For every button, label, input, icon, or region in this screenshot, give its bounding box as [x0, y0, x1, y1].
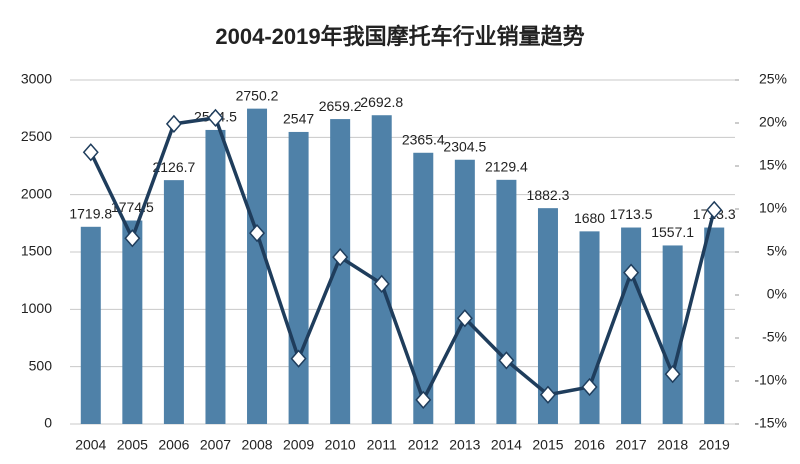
x-tick-label: 2004: [75, 437, 106, 453]
data-label: 2304.5: [443, 138, 486, 154]
bar: [537, 208, 558, 424]
x-tick-label: 2015: [532, 437, 563, 453]
marker: [623, 263, 640, 282]
line: [89, 115, 716, 405]
y-tick-label: 1000: [21, 300, 52, 316]
bar: [247, 108, 268, 424]
marker: [581, 377, 598, 397]
marker: [124, 229, 141, 248]
data-label: 1719.8: [69, 205, 112, 221]
x-tick-label: 2013: [449, 437, 480, 453]
y2-tick-label: 5%: [767, 243, 787, 259]
bar: [704, 227, 725, 424]
x-tick-label: 2016: [574, 437, 605, 453]
y-tick-label: 0: [44, 415, 52, 431]
marker: [664, 364, 681, 384]
y2-tick-label: -15%: [754, 415, 787, 431]
y2-tick-label: -10%: [754, 372, 787, 388]
marker: [332, 248, 349, 267]
y2-tick-label: 20%: [759, 114, 787, 130]
x-tick-label: 2009: [283, 437, 314, 453]
x-tick-label: 2008: [241, 437, 272, 453]
bar: [371, 115, 392, 425]
y-tick-label: 1500: [21, 243, 52, 259]
y2-tick-label: 25%: [759, 71, 787, 87]
x-tick-label: 2012: [408, 437, 439, 453]
marker: [82, 143, 99, 162]
data-label: 2659.2: [319, 98, 362, 114]
marker: [539, 385, 556, 404]
y2-tick-label: 10%: [759, 200, 787, 216]
x-tick-label: 2006: [158, 437, 189, 453]
marker: [456, 309, 473, 328]
y-tick-label: 3000: [21, 71, 52, 87]
marker: [498, 351, 515, 370]
marker: [706, 200, 723, 219]
marker: [207, 108, 224, 127]
chart-title: 2004-2019年我国摩托车行业销量趋势: [215, 24, 584, 49]
bar: [662, 245, 683, 424]
data-label: 1882.3: [527, 187, 570, 203]
bar: [205, 129, 226, 425]
y-tick-label: 2000: [21, 185, 52, 201]
x-tick-label: 2007: [200, 437, 231, 453]
marker: [249, 223, 266, 243]
y-tick-label: 500: [29, 357, 53, 373]
y2-tick-label: 0%: [767, 286, 787, 302]
data-label: 2750.2: [236, 87, 279, 103]
x-tick-label: 2010: [325, 437, 356, 453]
x-tick-label: 2018: [657, 437, 688, 453]
marker: [165, 114, 182, 133]
x-tick-label: 2005: [117, 437, 148, 453]
data-label: 2547: [283, 111, 314, 127]
y-tick-label: 2500: [21, 128, 52, 144]
bar: [163, 180, 184, 424]
x-tick-label: 2017: [616, 437, 647, 453]
data-label: 2692.8: [360, 94, 403, 110]
marker: [373, 274, 390, 293]
marker: [290, 349, 307, 368]
data-label: 1680: [574, 210, 605, 226]
data-label: 1557.1: [651, 224, 694, 240]
bar: [288, 131, 309, 424]
x-tick-label: 2014: [491, 437, 522, 453]
marker: [415, 390, 432, 410]
y2-tick-label: 15%: [759, 157, 787, 173]
bar: [80, 226, 101, 424]
bar: [122, 220, 143, 424]
data-label: 2129.4: [485, 159, 528, 175]
bar: [496, 179, 517, 424]
data-label: 1713.5: [610, 206, 653, 222]
x-tick-label: 2011: [367, 437, 397, 453]
y2-tick-label: -5%: [762, 329, 787, 345]
x-tick-label: 2019: [699, 437, 730, 453]
data-label: 2126.7: [152, 159, 195, 175]
bar: [621, 227, 642, 424]
bar: [413, 152, 434, 425]
bar: [454, 159, 475, 424]
bar: [330, 119, 351, 424]
data-label: 2365.4: [402, 131, 445, 147]
